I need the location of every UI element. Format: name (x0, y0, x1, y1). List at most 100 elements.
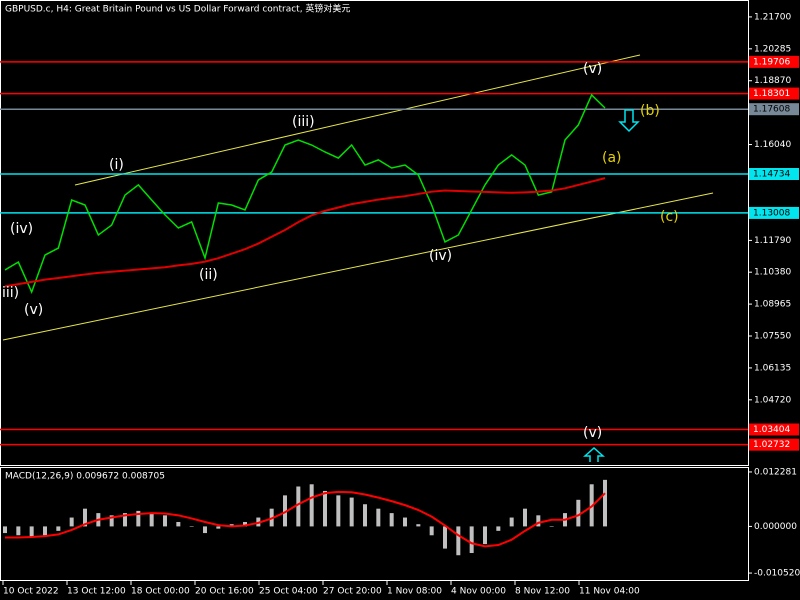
wave-label: iii) (2, 285, 19, 301)
wave-label: (c) (660, 209, 679, 225)
price-tag-label: 1.18301 (753, 89, 790, 99)
macd-bar (296, 486, 301, 527)
chart-title: GBPUSD.c, H4: Great Britain Pound vs US … (5, 3, 350, 15)
macd-bar (376, 508, 381, 527)
price-tag-label: 1.14734 (753, 170, 790, 180)
macd-bar (176, 521, 181, 527)
y-tick-label: 0.000000 (754, 522, 797, 532)
macd-bar (163, 515, 167, 527)
x-tick-label: 20 Oct 16:00 (195, 587, 254, 597)
macd-bar (403, 517, 407, 527)
macd-panel (0, 467, 749, 581)
wave-label: (iv) (10, 221, 33, 237)
y-tick-label: 1.10380 (754, 268, 791, 278)
macd-bar (483, 526, 487, 545)
macd-bar (416, 524, 421, 527)
macd-bar (603, 479, 607, 527)
price-tag (749, 438, 799, 451)
price-tag-label: 1.03404 (753, 425, 790, 435)
wave-label: (iii) (292, 114, 315, 130)
price-tag (749, 103, 799, 116)
macd-bar (243, 521, 247, 527)
macd-bar (83, 508, 87, 527)
series-line (4, 177, 606, 288)
y-tick-label: 1.16040 (754, 140, 791, 150)
macd-title: MACD(12,26,9) 0.009672 0.008705 (5, 472, 165, 482)
series-line (4, 93, 606, 295)
price-tag-label: 1.17608 (753, 105, 790, 115)
macd-bar (429, 526, 434, 536)
price-tag-label: 1.02732 (753, 440, 790, 450)
macd-bar (469, 526, 474, 554)
y-tick-label: 1.11790 (754, 236, 791, 246)
plot (3, 93, 607, 556)
macd-bar (123, 513, 127, 527)
macd-bar (16, 526, 21, 536)
x-tick-label: 8 Nov 12:00 (515, 587, 570, 597)
y-tick-label: 1.18870 (754, 76, 791, 86)
price-panel (0, 0, 749, 466)
macd-bar (136, 510, 141, 527)
macd-bar (363, 504, 367, 527)
wave-label: (b) (640, 103, 660, 119)
y-tick-label: 0.012281 (754, 467, 797, 477)
wave-label: (a) (602, 150, 622, 166)
channel-line (74, 54, 641, 186)
x-tick-label: 27 Oct 20:00 (323, 587, 382, 597)
wave-label: (i) (109, 157, 124, 173)
wave-label: (v) (24, 302, 43, 318)
series-line (5, 490, 606, 548)
y-tick-label: 1.20285 (754, 44, 791, 54)
price-tag (749, 168, 799, 181)
macd-bar (229, 524, 234, 527)
macd-bar (43, 526, 47, 536)
macd-bar (549, 526, 554, 527)
macd-bar (576, 499, 581, 527)
macd-bar (496, 526, 501, 531)
macd-bar (189, 526, 194, 527)
y-tick-label: 1.04720 (754, 395, 791, 405)
macd-bar (349, 497, 354, 527)
macd-bar (523, 508, 527, 527)
macd-bar (216, 526, 221, 529)
x-tick-label: 18 Oct 00:00 (131, 587, 190, 597)
macd-bar (109, 515, 114, 527)
macd-bar (29, 526, 34, 538)
macd-bar (509, 517, 514, 527)
price-tag (749, 87, 799, 100)
macd-bar (323, 490, 327, 527)
macd-bar (443, 526, 447, 549)
x-tick-label: 25 Oct 04:00 (259, 587, 318, 597)
macd-bar (336, 495, 341, 527)
price-tag-label: 1.19706 (753, 57, 790, 67)
macd-bar (309, 484, 314, 527)
wave-label: (v) (583, 425, 602, 441)
y-tick-label: 1.08965 (754, 300, 791, 310)
x-tick-label: 1 Nov 08:00 (387, 587, 442, 597)
x-tick-label: 10 Oct 2022 (3, 587, 59, 597)
x-tick-label: 4 Nov 00:00 (451, 587, 506, 597)
x-tick-label: 13 Oct 12:00 (67, 587, 126, 597)
levels: 1.19706 1.18301 1.17608 1.14734 1.13008 1.034… (0, 55, 799, 451)
price-tag (749, 423, 799, 436)
wave-label: (iv) (429, 248, 452, 264)
macd-bar (536, 515, 541, 527)
macd-bar (56, 526, 61, 531)
down-arrow (618, 109, 640, 133)
macd-bar (149, 513, 154, 527)
wave-label: (v) (583, 61, 602, 77)
price-tag (749, 206, 799, 219)
channel-line (2, 192, 714, 341)
y-tick-label: 1.06135 (754, 363, 791, 373)
price-tag (749, 55, 799, 68)
wave-label: (ii) (199, 267, 218, 283)
macd-bar (3, 526, 7, 534)
y-tick-label: 1.21700 (754, 12, 791, 22)
x-tick-label: 11 Nov 04:00 (579, 587, 640, 597)
macd-bar (283, 495, 287, 527)
price-tag-label: 1.13008 (753, 208, 790, 218)
macd-bar (203, 526, 207, 534)
macd-bar (69, 517, 74, 527)
y-tick-label: 1.07550 (754, 332, 791, 342)
